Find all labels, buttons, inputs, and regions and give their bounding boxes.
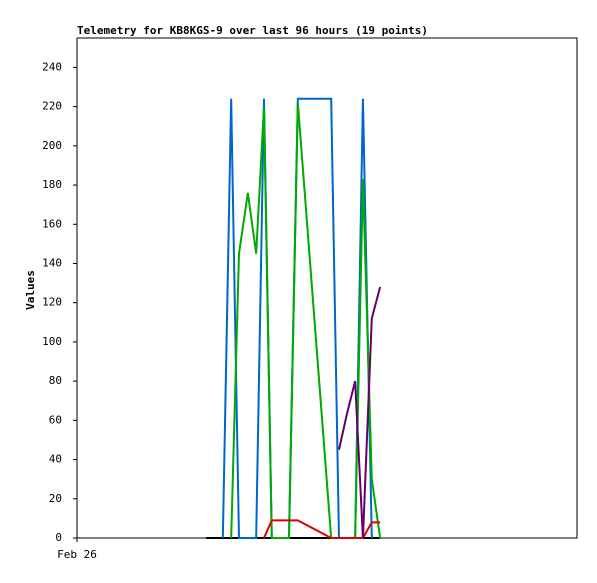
y-tick-label: 120 bbox=[42, 296, 62, 309]
y-tick-label: 100 bbox=[42, 335, 62, 348]
y-tick-label: 180 bbox=[42, 178, 62, 191]
y-tick-label: 220 bbox=[42, 100, 62, 113]
y-tick-label: 80 bbox=[49, 374, 62, 387]
x-tick-label: Feb 26 bbox=[57, 548, 97, 561]
plot-frame bbox=[76, 37, 578, 539]
series-line bbox=[230, 102, 382, 539]
y-tick-label: 60 bbox=[49, 413, 62, 426]
series-line bbox=[338, 286, 382, 539]
series-line bbox=[263, 519, 381, 539]
y-axis-label: Values bbox=[24, 270, 37, 310]
y-tick-label: 200 bbox=[42, 139, 62, 152]
y-tick-label: 0 bbox=[55, 531, 62, 544]
y-tick-label: 140 bbox=[42, 256, 62, 269]
chart-title: Telemetry for KB8KGS-9 over last 96 hour… bbox=[77, 24, 428, 37]
y-tick-label: 20 bbox=[49, 492, 62, 505]
y-tick-label: 160 bbox=[42, 217, 62, 230]
y-tick-label: 40 bbox=[49, 453, 62, 466]
y-tick-label: 240 bbox=[42, 60, 62, 73]
